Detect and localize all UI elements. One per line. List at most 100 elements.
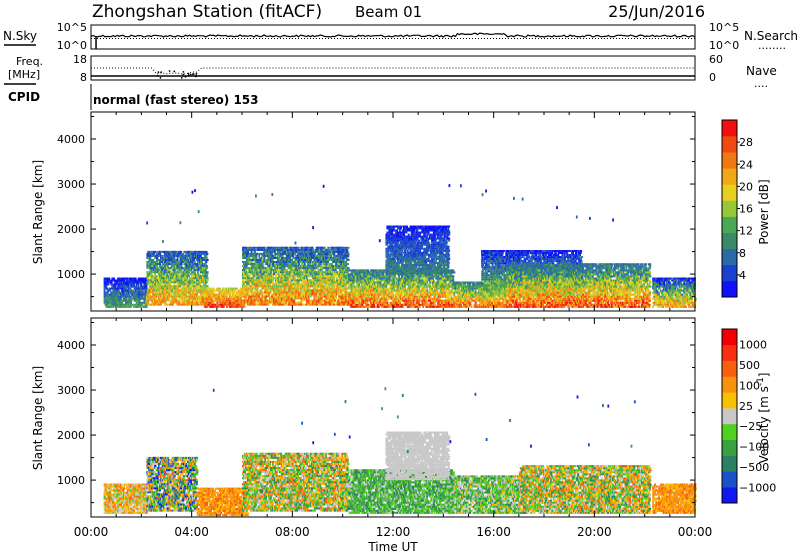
range-cell [350, 303, 353, 306]
freq-left-tick-top: 18 [73, 53, 87, 66]
range-cell [186, 275, 189, 278]
range-cell [149, 293, 151, 296]
range-cell [245, 259, 248, 261]
range-cell [154, 257, 158, 259]
range-cell [344, 289, 348, 292]
range-cell [190, 285, 194, 288]
range-cell [182, 301, 184, 304]
range-cell [330, 277, 333, 280]
range-cell [341, 299, 344, 302]
range-cell [342, 246, 345, 249]
range-cell [192, 289, 195, 292]
range-cell [276, 293, 280, 296]
range-cell [359, 303, 362, 306]
range-cell [272, 279, 275, 282]
range-cell [305, 265, 308, 268]
range-cell [134, 293, 137, 296]
range-cell [237, 293, 240, 296]
range-cell [295, 259, 298, 261]
range-cell [314, 261, 317, 263]
range-cell [274, 254, 277, 257]
range-cell [278, 273, 281, 276]
range-cell [309, 254, 313, 257]
range-cell [204, 303, 208, 306]
range-cell [186, 299, 188, 302]
range-cell [124, 285, 126, 288]
range-cell [392, 295, 394, 298]
range-cell [205, 281, 208, 284]
range-cell [253, 303, 256, 306]
range-cell [148, 283, 150, 286]
range-cell [126, 289, 129, 292]
range-cell [179, 265, 182, 268]
range-cell [351, 297, 354, 300]
range-cell [153, 287, 156, 290]
range-cell [200, 279, 203, 282]
range-cell [287, 257, 290, 259]
range-cell [109, 299, 112, 302]
range-cell [307, 275, 309, 278]
range-cell [245, 285, 249, 288]
range-cell [288, 259, 291, 261]
range-cell [252, 265, 256, 268]
range-cell [333, 289, 335, 292]
range-cell [138, 281, 141, 284]
range-cell [111, 287, 114, 290]
range-cell [164, 291, 167, 294]
range-cell [312, 303, 315, 306]
nave-point [173, 70, 176, 73]
range-cell [174, 297, 178, 300]
range-cell [215, 289, 219, 292]
range-cell [331, 285, 334, 288]
range-cell [322, 267, 325, 270]
range-cell [174, 281, 177, 284]
range-cell [363, 285, 366, 288]
range-cell [333, 252, 336, 255]
range-cell [202, 265, 206, 268]
range-cell [229, 303, 233, 306]
range-cell [276, 250, 279, 253]
range-cell [319, 303, 323, 306]
range-cell [312, 267, 316, 270]
range-cell [275, 271, 278, 274]
range-cell [205, 259, 209, 261]
range-cell [191, 283, 195, 286]
range-cell [300, 301, 303, 304]
range-cell [141, 295, 144, 298]
range-cell [304, 281, 306, 284]
range-cell [316, 267, 319, 270]
nave-point [192, 73, 195, 75]
range-cell [255, 265, 258, 268]
range-cell [131, 283, 134, 286]
range-cell [185, 287, 188, 290]
range-cell [147, 303, 150, 306]
range-cell [183, 267, 186, 270]
range-cell [170, 259, 174, 261]
range-cell [339, 269, 342, 272]
range-cell [219, 291, 221, 294]
range-cell [295, 303, 298, 306]
range-cell [343, 287, 346, 290]
range-cell [304, 283, 307, 286]
range-cell [162, 275, 165, 278]
range-cell [338, 257, 341, 259]
range-cell [251, 283, 254, 286]
range-cell [172, 299, 176, 302]
range-cell [155, 263, 157, 266]
range-cell [314, 263, 317, 266]
range-cell [272, 263, 275, 266]
range-cell [314, 265, 317, 268]
range-cell [197, 299, 200, 302]
range-cell [333, 277, 336, 280]
range-cell [263, 303, 266, 306]
range-cell [341, 252, 344, 255]
range-cell [150, 303, 152, 306]
range-cell [138, 301, 141, 304]
range-cell [257, 269, 261, 272]
range-cell [172, 265, 176, 268]
range-cell [242, 250, 244, 253]
range-cell [323, 265, 326, 268]
range-cell [323, 279, 326, 282]
range-cell [199, 301, 202, 304]
range-cell [239, 301, 242, 304]
